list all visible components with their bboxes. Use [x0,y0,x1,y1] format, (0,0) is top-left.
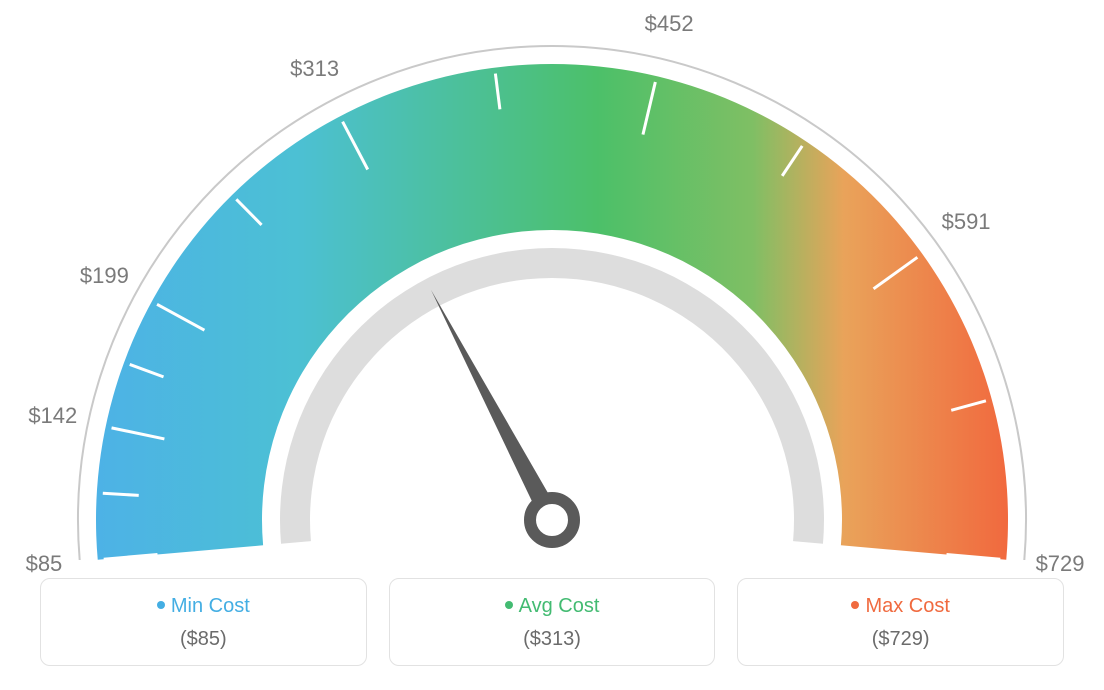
tick-label: $729 [1036,551,1085,577]
tick-label: $591 [942,209,991,235]
legend-label-avg: Avg Cost [519,595,600,617]
tick-label: $313 [290,56,339,82]
tick-label: $85 [26,551,63,577]
tick-minor [103,493,139,495]
legend-value-min: ($85) [51,628,356,651]
legend-value-avg: ($313) [400,628,705,651]
dot-icon [851,601,859,609]
tick-label: $452 [645,11,694,37]
gauge-chart-container: $85 $142 $199 $313 $452 $591 $729 Min Cost ($8… [0,0,1104,690]
legend-title-min: Min Cost [51,595,356,618]
legend-label-max: Max Cost [865,595,949,617]
legend-card-avg: Avg Cost ($313) [389,578,716,666]
needle [431,290,561,525]
tick-label: $199 [80,263,129,289]
gauge-svg [0,0,1104,560]
gauge-band [96,64,1008,560]
dot-icon [157,601,165,609]
legend-card-min: Min Cost ($85) [40,578,367,666]
legend-label-min: Min Cost [171,595,250,617]
gauge-area: $85$142$199$313$452$591$729 [0,0,1104,560]
legend-title-avg: Avg Cost [400,595,705,618]
legend-card-max: Max Cost ($729) [737,578,1064,666]
legend-value-max: ($729) [748,628,1053,651]
dot-icon [505,601,513,609]
legend-row: Min Cost ($85) Avg Cost ($313) Max Cost … [40,578,1064,666]
legend-title-max: Max Cost [748,595,1053,618]
tick-label: $142 [28,403,77,429]
needle-hub [530,498,574,542]
